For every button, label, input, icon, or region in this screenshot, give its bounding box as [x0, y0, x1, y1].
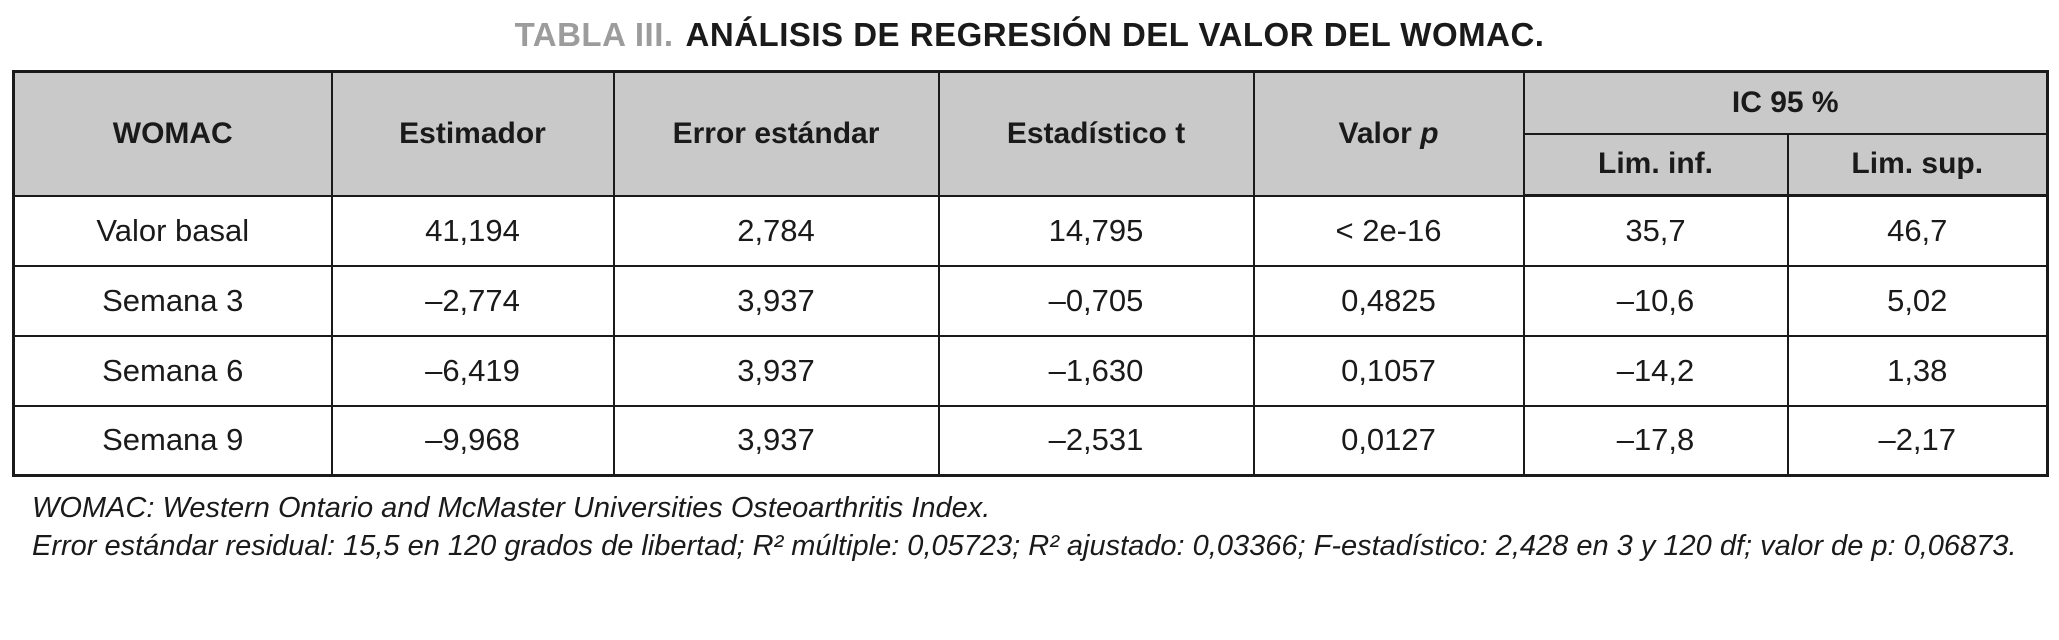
- cell-error-estandar: 3,937: [612, 334, 940, 407]
- table-title: TABLA III. ANÁLISIS DE REGRESIÓN DEL VALO…: [12, 16, 2047, 54]
- table-row: Semana 3 –2,774 3,937 –0,705 0,4825 –10,…: [12, 264, 2049, 337]
- page: TABLA III. ANÁLISIS DE REGRESIÓN DEL VALO…: [12, 16, 2049, 565]
- cell-estimador: –6,419: [330, 334, 615, 407]
- col-header-ic95: IC 95 %: [1522, 70, 2049, 135]
- footnote-statistics: Error estándar residual: 15,5 en 120 gra…: [32, 530, 2017, 562]
- cell-womac: Semana 9: [12, 404, 333, 477]
- regression-table: WOMAC Estimador Error estándar Estadísti…: [12, 70, 2049, 477]
- col-header-lim-inf: Lim. inf.: [1522, 132, 1789, 197]
- cell-valor-p: < 2e-16: [1252, 194, 1525, 267]
- col-header-estadistico-t: Estadístico t: [937, 70, 1255, 197]
- header-row-2: Lim. inf. Lim. sup.: [14, 132, 2049, 197]
- cell-estadistico-t: –0,705: [937, 264, 1255, 337]
- cell-lim-sup: –2,17: [1786, 404, 2049, 477]
- valor-p-symbol: p: [1420, 116, 1439, 150]
- cell-estadistico-t: –1,630: [937, 334, 1255, 407]
- cell-error-estandar: 3,937: [612, 404, 940, 477]
- table-footnotes: WOMAC: Western Ontario and McMaster Univ…: [32, 489, 2022, 565]
- cell-estimador: 41,194: [330, 194, 615, 267]
- cell-lim-inf: –14,2: [1522, 334, 1789, 407]
- footnote-abbreviation: WOMAC: Western Ontario and McMaster Univ…: [32, 492, 991, 524]
- cell-estimador: –2,774: [330, 264, 615, 337]
- cell-lim-sup: 1,38: [1786, 334, 2049, 407]
- valor-p-text: Valor: [1338, 116, 1412, 150]
- table-title-label: TABLA III.: [514, 16, 674, 53]
- cell-womac: Valor basal: [12, 194, 333, 267]
- cell-lim-inf: –17,8: [1522, 404, 1789, 477]
- cell-lim-sup: 46,7: [1786, 194, 2049, 267]
- cell-valor-p: 0,4825: [1252, 264, 1525, 337]
- cell-valor-p: 0,0127: [1252, 404, 1525, 477]
- cell-error-estandar: 3,937: [612, 264, 940, 337]
- table-body: Valor basal 41,194 2,784 14,795 < 2e-16 …: [12, 194, 2049, 477]
- col-header-error-estandar: Error estándar: [612, 70, 940, 197]
- cell-error-estandar: 2,784: [612, 194, 940, 267]
- cell-lim-inf: –10,6: [1522, 264, 1789, 337]
- cell-estadistico-t: 14,795: [937, 194, 1255, 267]
- cell-valor-p: 0,1057: [1252, 334, 1525, 407]
- col-header-estimador: Estimador: [330, 70, 615, 197]
- cell-womac: Semana 3: [12, 264, 333, 337]
- cell-womac: Semana 6: [12, 334, 333, 407]
- cell-lim-sup: 5,02: [1786, 264, 2049, 337]
- table-row: Semana 9 –9,968 3,937 –2,531 0,0127 –17,…: [12, 404, 2049, 477]
- table-row: Valor basal 41,194 2,784 14,795 < 2e-16 …: [12, 194, 2049, 267]
- col-header-womac: WOMAC: [12, 70, 333, 197]
- table-row: Semana 6 –6,419 3,937 –1,630 0,1057 –14,…: [12, 334, 2049, 407]
- cell-lim-inf: 35,7: [1522, 194, 1789, 267]
- cell-estimador: –9,968: [330, 404, 615, 477]
- col-header-valor-p: Valor p: [1252, 70, 1525, 197]
- table-header: WOMAC Estimador Error estándar Estadísti…: [12, 70, 2049, 197]
- header-row-1: WOMAC Estimador Error estándar Estadísti…: [12, 70, 2049, 197]
- table-title-text: ANÁLISIS DE REGRESIÓN DEL VALOR DEL WOMA…: [685, 16, 1545, 53]
- cell-estadistico-t: –2,531: [937, 404, 1255, 477]
- col-header-lim-sup: Lim. sup.: [1786, 132, 2049, 197]
